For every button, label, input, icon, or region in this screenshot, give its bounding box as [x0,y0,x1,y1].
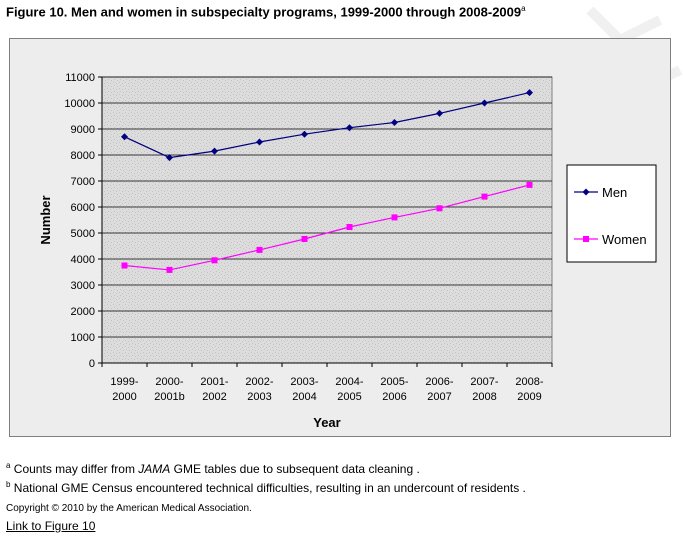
figure-link[interactable]: Link to Figure 10 [6,519,96,533]
data-point-men [256,138,263,146]
x-tick-label: 2004 [292,391,316,403]
x-tick-label: 2001- [200,376,228,388]
x-axis-title: Year [313,415,340,430]
series-line-men [124,92,530,159]
data-point-men [526,89,533,97]
y-tick-label: 10000 [64,98,95,110]
legend-marker-women [583,236,589,242]
x-tick-label: 2006- [425,376,453,388]
x-tick-label: 2002 [202,391,226,403]
y-tick-label: 11000 [65,72,95,84]
x-tick-label: 1999- [110,376,138,388]
x-tick-label: 2005- [380,376,408,388]
series-line-women [124,184,530,271]
x-tick-label: 2004- [335,376,363,388]
footnotes: a Counts may differ from JAMA GME tables… [6,458,526,496]
x-tick-label: 2003- [290,376,318,388]
y-tick-label: 9000 [71,124,95,136]
data-point-men [301,130,308,138]
x-tick-label: 2001b [154,391,185,403]
data-point-men [436,109,443,117]
data-point-men [391,119,398,126]
chart-container: 0 1000 2000 3000 4000 5000 6000 7000 8000 9000 100… [9,38,671,437]
x-tick-label: 2003 [247,391,271,403]
legend [566,164,657,263]
x-tick-label: 2000- [155,376,183,388]
x-tick-label: 2006 [382,391,406,403]
copyright-text: Copyright © 2010 by the American Medical… [6,503,252,514]
y-tick-label: 7000 [71,176,95,188]
data-point-women [436,205,443,212]
data-point-men [211,147,218,155]
legend-marker-men [582,188,590,196]
footnote-b: b National GME Census encountered techni… [6,480,526,495]
data-point-women [301,235,308,242]
data-point-women [346,224,353,231]
data-point-women [391,214,398,221]
x-tick-label: 2002- [245,376,273,388]
footnote-a: a Counts may differ from JAMA GME tables… [6,461,420,476]
x-tick-label: 2009 [517,391,541,403]
y-axis-title: Number [38,195,53,244]
y-tick-label: 2000 [71,306,95,318]
line-chart: 0 1000 2000 3000 4000 5000 6000 7000 8000 9000 100… [38,72,657,430]
data-point-women [526,181,533,188]
legend-label-women: Women [602,232,647,247]
x-tick-label: 2008- [515,376,543,388]
y-tick-label: 0 [89,358,95,370]
y-tick-label: 3000 [71,280,95,292]
x-tick-label: 2000 [112,391,136,403]
y-tick-label: 8000 [71,150,95,162]
y-tick-label: 4000 [71,254,95,266]
data-point-men [346,124,353,132]
x-tick-label: 2005 [337,391,361,403]
data-point-women [256,246,263,253]
legend-label-men: Men [602,185,627,200]
data-point-men [166,154,173,162]
plot-area [101,76,553,364]
x-tick-label: 2007- [470,376,498,388]
x-tick-label: 2008 [472,391,496,403]
y-tick-label: 5000 [71,228,95,240]
y-tick-label: 6000 [71,202,95,214]
data-point-women [166,266,173,273]
data-point-women [121,262,128,269]
data-point-women [211,257,218,264]
y-tick-label: 1000 [71,332,95,344]
data-point-women [481,193,488,200]
x-tick-label: 2007 [427,391,451,403]
figure-title: Figure 10. Men and women in subspecialty… [6,4,526,20]
data-point-men [121,133,128,141]
data-point-men [481,99,488,107]
